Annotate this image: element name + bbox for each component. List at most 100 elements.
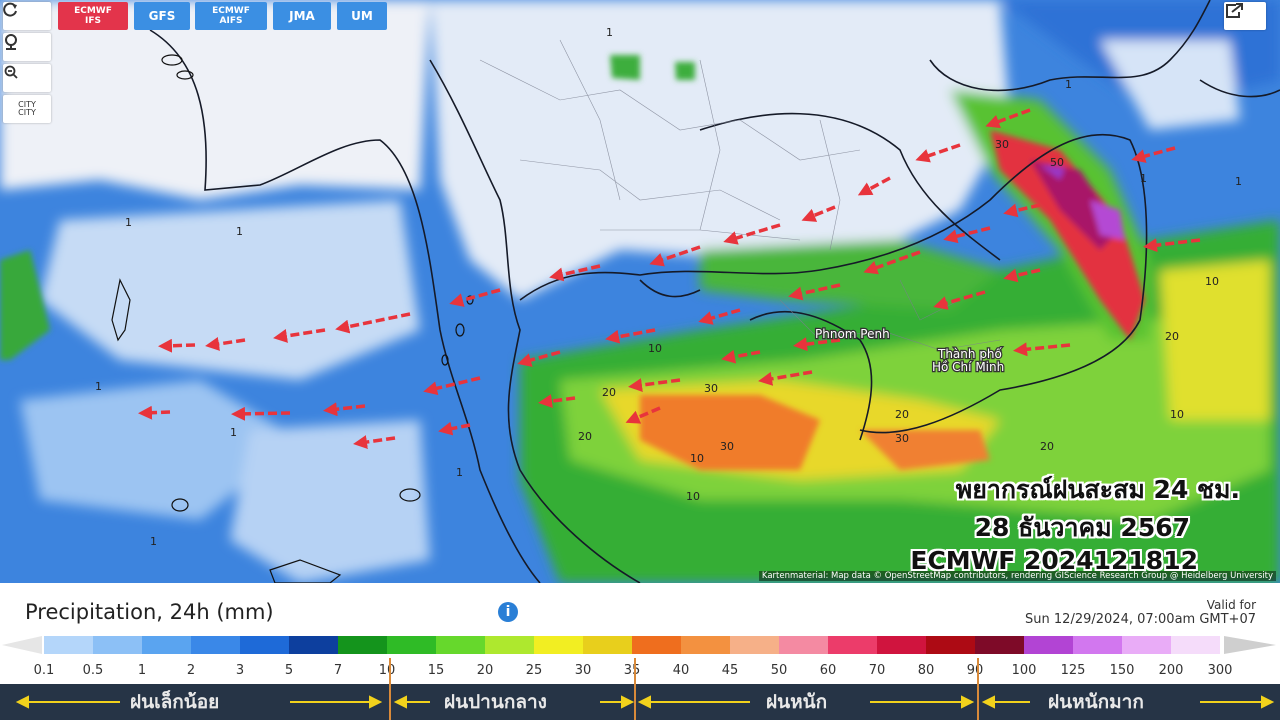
scale-segment	[1122, 636, 1171, 654]
scale-label: 60	[820, 663, 837, 678]
valid-label: Valid for	[1206, 598, 1256, 612]
scale-label: 90	[967, 663, 984, 678]
scale-label: 150	[1110, 663, 1135, 678]
model-button[interactable]: JMA	[273, 2, 331, 30]
map-canvas: 1 1 1 1 1 1 1 1 10 10 20 30 20 30 20 20 …	[0, 0, 1280, 583]
scale-segment	[730, 636, 779, 654]
contour-label: 1	[95, 380, 102, 393]
place-label: Hồ Chí Minh	[932, 360, 1004, 374]
contour-label: 10	[686, 490, 700, 503]
refresh-icon	[3, 2, 17, 17]
contour-label: 30	[895, 432, 909, 445]
category-label: ฝนหนักมาก	[1048, 691, 1144, 713]
contour-label: 20	[602, 386, 616, 399]
scale-label: 20	[477, 663, 494, 678]
category-divider	[634, 658, 636, 720]
scale-label: 15	[428, 663, 445, 678]
info-button[interactable]: i	[498, 602, 518, 622]
map-overlay-text: พยากรณ์ฝนสะสม 24 ชม.	[955, 475, 1240, 504]
locate-icon	[5, 34, 17, 50]
model-button[interactable]: ECMWF AIFS	[195, 2, 267, 30]
category-divider	[389, 658, 391, 720]
model-button[interactable]: UM	[337, 2, 387, 30]
scale-label: 200	[1159, 663, 1184, 678]
scale-label: 40	[673, 663, 690, 678]
scale-label: 10	[379, 663, 396, 678]
scale-label: 35	[624, 663, 641, 678]
scale-label: 100	[1012, 663, 1037, 678]
category-label: ฝนปานกลาง	[444, 691, 547, 713]
contour-label: 20	[895, 408, 909, 421]
model-button[interactable]: ECMWF IFS	[58, 2, 128, 30]
scale-segment	[779, 636, 828, 654]
contour-label: 10	[648, 342, 662, 355]
map-overlay-text: ECMWF 2024121812	[910, 546, 1198, 575]
category-arrows	[15, 695, 1275, 709]
scale-label: 30	[575, 663, 592, 678]
scale-segment	[1073, 636, 1122, 654]
contour-label: 20	[1040, 440, 1054, 453]
share-icon	[1226, 3, 1243, 18]
scale-segment	[681, 636, 730, 654]
scale-segment	[436, 636, 485, 654]
contour-label: 10	[1170, 408, 1184, 421]
category-label: ฝนหนัก	[766, 691, 828, 713]
scale-segment	[485, 636, 534, 654]
map[interactable]: 1 1 1 1 1 1 1 1 10 10 20 30 20 30 20 20 …	[0, 0, 1280, 583]
contour-label: 1	[150, 535, 157, 548]
scale-segment	[926, 636, 975, 654]
category-label: ฝนเล็กน้อย	[130, 691, 220, 713]
map-attribution: Kartenmaterial: Map data © OpenStreetMap…	[758, 571, 1276, 581]
contour-label: 50	[1050, 156, 1064, 169]
contour-label: 30	[720, 440, 734, 453]
scale-segment	[142, 636, 191, 654]
scale-segment	[877, 636, 926, 654]
contour-label: 1	[125, 216, 132, 229]
valid-date: Sun 12/29/2024, 07:00am GMT+07	[1025, 612, 1256, 627]
contour-label: 1	[1235, 175, 1242, 188]
scale-label: 5	[285, 663, 293, 678]
contour-label: 30	[995, 138, 1009, 151]
map-overlay-text: 28 ธันวาคม 2567	[974, 513, 1190, 542]
legend-title: Precipitation, 24h (mm)	[25, 600, 274, 624]
scale-segment	[240, 636, 289, 654]
zoom-button[interactable]	[3, 64, 51, 92]
scale-segment	[93, 636, 142, 654]
scale-segment	[1024, 636, 1073, 654]
scale-label: 80	[918, 663, 935, 678]
scale-segment	[828, 636, 877, 654]
scale-segment	[387, 636, 436, 654]
scale-label: 3	[236, 663, 244, 678]
scale-label: 300	[1208, 663, 1233, 678]
contour-label: 20	[578, 430, 592, 443]
scale-label: 7	[334, 663, 342, 678]
scale-label: 2	[187, 663, 195, 678]
refresh-button[interactable]	[3, 2, 51, 30]
color-scale: 0.1 0.5 1 2 3 5 7 10 15 20 25 30 35 40 45 50 60 70 80 90 100…	[2, 636, 1276, 678]
scale-label: 1	[138, 663, 146, 678]
scale-label: 45	[722, 663, 739, 678]
model-button[interactable]: GFS	[134, 2, 190, 30]
scale-segment	[338, 636, 387, 654]
contour-label: 1	[236, 225, 243, 238]
contour-label: 1	[230, 426, 237, 439]
contour-label: 1	[606, 26, 613, 39]
contour-label: 10	[1205, 275, 1219, 288]
zoom-icon	[4, 65, 18, 79]
city-button[interactable]: CITY CITY	[3, 95, 51, 123]
category-divider	[977, 658, 979, 720]
place-label: Thành phố	[937, 347, 1003, 361]
scale-label: 0.5	[83, 663, 104, 678]
contour-label: 20	[1165, 330, 1179, 343]
category-bar: ฝนเล็กน้อย ฝนปานกลาง ฝนหนัก ฝนหนักมาก	[0, 684, 1280, 720]
contour-label: 1	[1140, 172, 1147, 185]
locate-button[interactable]	[3, 33, 51, 61]
scale-label: 125	[1061, 663, 1086, 678]
scale-segment	[975, 636, 1024, 654]
share-button[interactable]	[1224, 2, 1266, 30]
scale-segment	[632, 636, 681, 654]
contour-label: 1	[456, 466, 463, 479]
contour-label: 1	[1065, 78, 1072, 91]
scale-segment	[44, 636, 93, 654]
scale-segment	[1171, 636, 1220, 654]
